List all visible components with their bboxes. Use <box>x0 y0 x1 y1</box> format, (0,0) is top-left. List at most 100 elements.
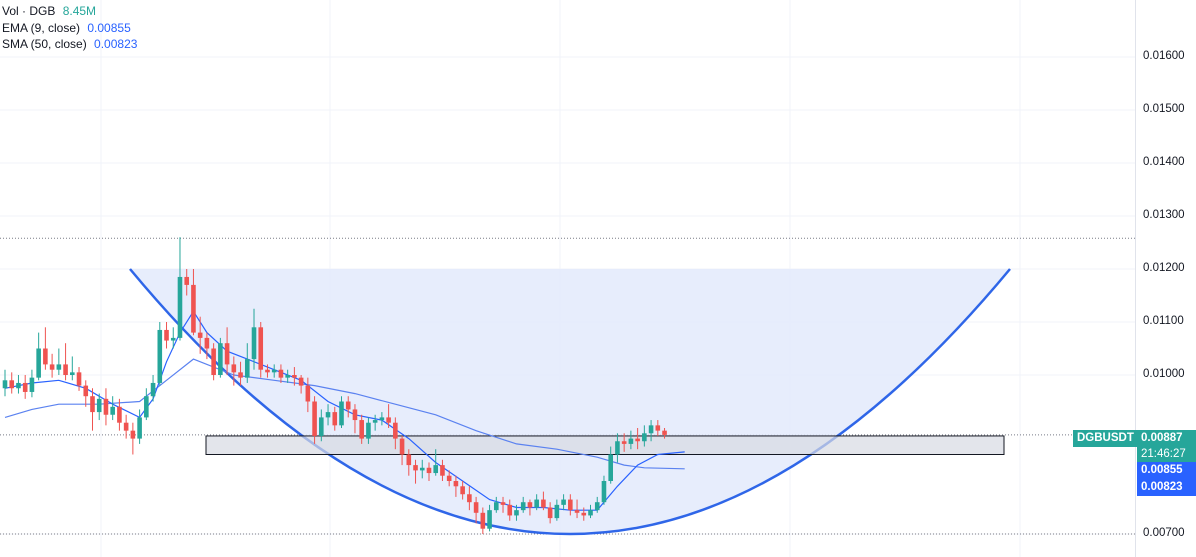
candle[interactable] <box>345 396 351 418</box>
candle[interactable] <box>406 449 412 476</box>
candle[interactable] <box>292 367 297 386</box>
candle[interactable] <box>218 337 223 378</box>
candle[interactable] <box>527 499 533 516</box>
candle[interactable] <box>500 496 506 513</box>
candle[interactable] <box>137 409 142 444</box>
support-zone-rectangle[interactable] <box>205 435 1005 456</box>
candle[interactable] <box>49 353 55 378</box>
candle[interactable] <box>419 459 425 479</box>
candle[interactable] <box>298 375 304 394</box>
candle[interactable] <box>467 486 472 511</box>
candle[interactable] <box>170 327 176 349</box>
candle[interactable] <box>238 361 243 386</box>
candle[interactable] <box>312 396 317 444</box>
candle[interactable] <box>507 499 513 521</box>
candle[interactable] <box>433 449 439 476</box>
candle[interactable] <box>628 430 634 450</box>
candle[interactable] <box>520 496 526 513</box>
ema-legend-row[interactable]: EMA (9, close) 0.00855 <box>2 20 137 37</box>
candle[interactable] <box>594 496 600 513</box>
candle[interactable] <box>305 377 311 413</box>
candle[interactable] <box>426 462 432 481</box>
candle[interactable] <box>319 409 324 442</box>
candle[interactable] <box>265 364 270 378</box>
candle[interactable] <box>211 343 216 381</box>
volume-legend-row[interactable]: Vol · DGB 8.45M <box>2 3 137 20</box>
candle[interactable] <box>453 475 459 497</box>
candle[interactable] <box>446 470 452 487</box>
candle[interactable] <box>534 494 539 511</box>
candle[interactable] <box>164 322 169 349</box>
candle[interactable] <box>2 369 8 397</box>
candle[interactable] <box>332 406 338 431</box>
candle[interactable] <box>480 507 486 535</box>
candle[interactable] <box>96 393 102 421</box>
candle[interactable] <box>278 364 284 383</box>
candle[interactable] <box>184 269 190 296</box>
candle[interactable] <box>231 356 237 386</box>
candle[interactable] <box>621 433 627 452</box>
candle[interactable] <box>581 507 587 521</box>
candle[interactable] <box>63 343 68 381</box>
candle[interactable] <box>244 343 250 383</box>
candle[interactable] <box>325 404 331 426</box>
candle[interactable] <box>554 499 560 521</box>
candle[interactable] <box>635 428 640 450</box>
candle[interactable] <box>352 404 358 434</box>
candle[interactable] <box>117 398 122 431</box>
candle[interactable] <box>150 375 156 402</box>
candle[interactable] <box>36 332 41 381</box>
candle[interactable] <box>204 332 210 360</box>
support-zone-box[interactable] <box>205 435 1005 456</box>
rounded-bottom-pattern[interactable] <box>129 268 1011 536</box>
candle[interactable] <box>568 494 573 516</box>
candle[interactable] <box>90 388 95 431</box>
candle[interactable] <box>413 459 418 484</box>
candle[interactable] <box>440 459 445 481</box>
candle[interactable] <box>110 396 115 421</box>
candle[interactable] <box>271 364 277 378</box>
candle[interactable] <box>588 504 593 519</box>
candle[interactable] <box>601 475 607 505</box>
candle[interactable] <box>393 417 398 450</box>
candle[interactable] <box>561 494 566 511</box>
candle[interactable] <box>251 308 257 370</box>
candle[interactable] <box>366 417 371 444</box>
candle[interactable] <box>648 420 654 442</box>
candle[interactable] <box>83 380 89 407</box>
candle[interactable] <box>258 322 264 378</box>
candle[interactable] <box>339 396 344 428</box>
candle[interactable] <box>514 504 519 521</box>
candle[interactable] <box>662 428 667 439</box>
candle[interactable] <box>103 388 109 426</box>
candle[interactable] <box>22 375 28 399</box>
candle[interactable] <box>372 414 378 431</box>
candle[interactable] <box>615 433 620 463</box>
candle[interactable] <box>655 420 661 436</box>
candle[interactable] <box>224 327 230 375</box>
candle[interactable] <box>359 414 364 444</box>
candle[interactable] <box>43 327 48 370</box>
candle[interactable] <box>608 446 613 484</box>
candle[interactable] <box>574 499 580 519</box>
candle[interactable] <box>76 367 82 391</box>
candle[interactable] <box>191 269 196 336</box>
pattern-curve[interactable] <box>129 268 1011 536</box>
candle[interactable] <box>123 414 129 439</box>
candle[interactable] <box>473 496 479 524</box>
candlestick-series[interactable] <box>2 237 667 535</box>
candle[interactable] <box>70 356 75 381</box>
candle[interactable] <box>157 322 163 386</box>
candle[interactable] <box>56 348 62 376</box>
candle[interactable] <box>547 502 553 524</box>
candle[interactable] <box>493 496 499 513</box>
candle[interactable] <box>487 504 492 532</box>
candle[interactable] <box>29 369 35 398</box>
sma-legend-row[interactable]: SMA (50, close) 0.00823 <box>2 36 137 53</box>
candle[interactable] <box>379 412 385 426</box>
candle[interactable] <box>16 375 21 394</box>
candle[interactable] <box>177 237 183 341</box>
candle[interactable] <box>460 481 465 500</box>
candle[interactable] <box>399 435 405 466</box>
